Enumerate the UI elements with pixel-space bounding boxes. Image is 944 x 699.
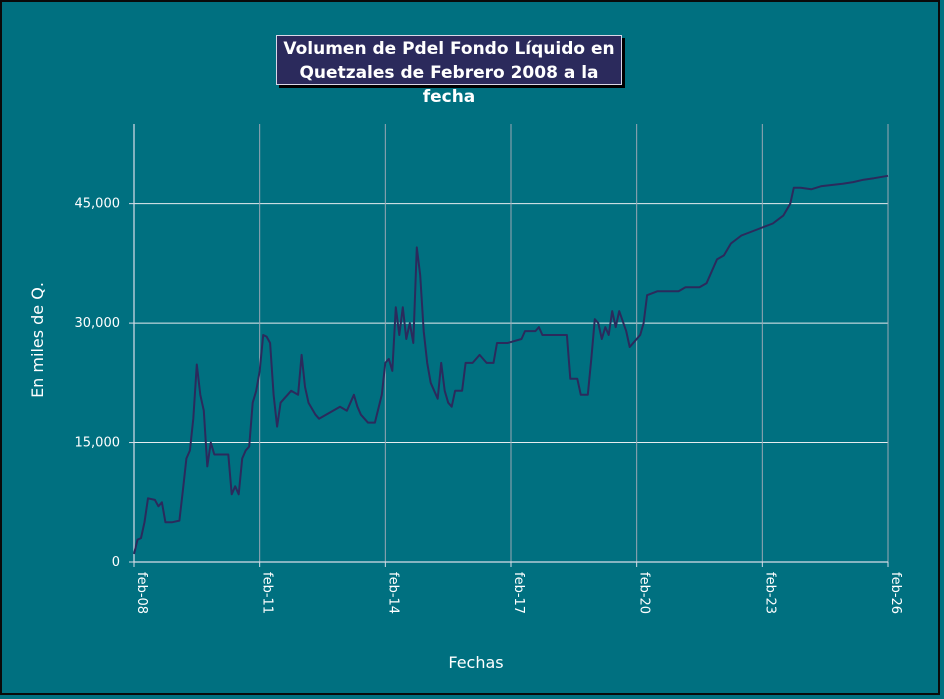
y-tick-label: 45,000 [75, 197, 121, 212]
x-tick-label: feb-20 [637, 572, 652, 614]
x-tick-label: feb-11 [260, 572, 275, 614]
x-tick-labels: feb-08 feb-11 feb-14 feb-17 feb-20 feb-23 feb-… [134, 572, 903, 614]
x-tick-label: feb-23 [762, 572, 777, 614]
chart-title-line-2: Quetzales de Febrero 2008 a la fecha [299, 63, 599, 107]
x-tick-label: feb-26 [888, 572, 903, 614]
x-tick-label: feb-08 [134, 572, 149, 614]
y-tick-labels: 0 15,000 30,000 45,000 [75, 197, 121, 570]
series-group [133, 174, 889, 555]
y-tick-label: 15,000 [75, 436, 121, 451]
chart-title-box: Volumen de Pdel Fondo Líquido en Quetzal… [276, 35, 622, 107]
y-gridlines [129, 203, 888, 563]
x-axis-title: Fechas [448, 653, 503, 672]
x-tick-label: feb-14 [385, 572, 400, 614]
x-tick-label: feb-17 [511, 572, 526, 614]
y-tick-label: 0 [112, 555, 120, 570]
y-axis-title: En miles de Q. [28, 282, 47, 398]
x-gridlines [133, 124, 889, 567]
chart-title-line-1: Volumen de Pdel Fondo Líquido en [283, 39, 615, 59]
y-tick-label: 30,000 [75, 316, 121, 331]
series-line-0 [133, 174, 889, 555]
